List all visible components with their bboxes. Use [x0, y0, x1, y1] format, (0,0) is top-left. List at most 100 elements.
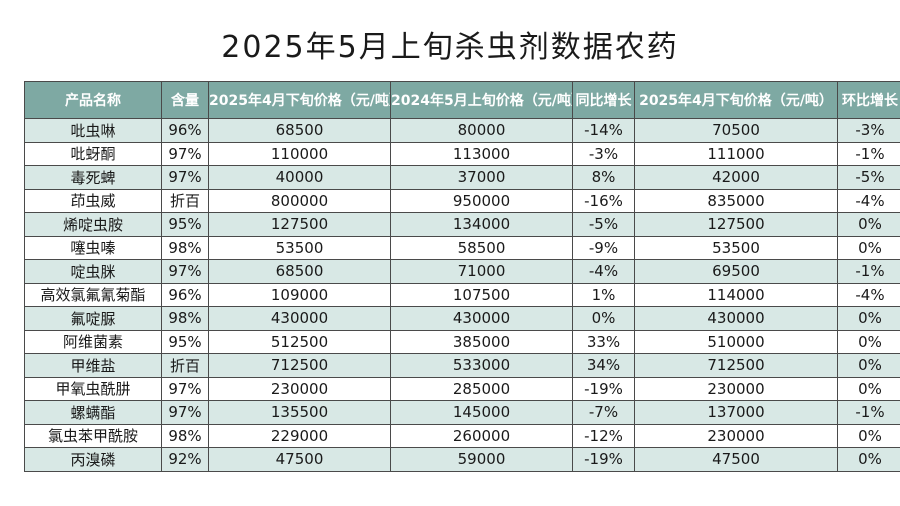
cell-price-2025-apr-late-2: 510000: [634, 329, 838, 354]
cell-yoy-growth: -12%: [572, 423, 635, 448]
cell-content: 97%: [161, 141, 209, 166]
cell-yoy-growth: -4%: [572, 259, 635, 284]
cell-yoy-growth: -7%: [572, 400, 635, 425]
cell-content: 折百: [161, 353, 209, 378]
cell-price-2025-apr-late-2: 53500: [634, 235, 838, 260]
cell-content: 97%: [161, 165, 209, 190]
cell-content: 97%: [161, 376, 209, 401]
header-yoy-growth: 同比增长: [572, 81, 635, 119]
cell-product-name: 螺螨酯: [24, 400, 162, 425]
cell-yoy-growth: -9%: [572, 235, 635, 260]
cell-mom-growth: -5%: [837, 165, 900, 190]
table-row: 甲氧虫酰肼 97% 230000 285000 -19% 230000 0%: [24, 376, 900, 401]
cell-price-2025-apr-late-2: 111000: [634, 141, 838, 166]
cell-mom-growth: -3%: [837, 118, 900, 143]
page-title: 2025年5月上旬杀虫剂数据农药: [221, 30, 679, 65]
cell-mom-growth: 0%: [837, 329, 900, 354]
cell-mom-growth: -4%: [837, 188, 900, 213]
table-row: 氟啶脲 98% 430000 430000 0% 430000 0%: [24, 306, 900, 331]
cell-price-2025-apr-late: 68500: [208, 118, 391, 143]
cell-mom-growth: 0%: [837, 376, 900, 401]
cell-price-2025-apr-late: 109000: [208, 282, 391, 307]
cell-yoy-growth: 33%: [572, 329, 635, 354]
cell-mom-growth: 0%: [837, 423, 900, 448]
cell-product-name: 烯啶虫胺: [24, 212, 162, 237]
table-row: 烯啶虫胺 95% 127500 134000 -5% 127500 0%: [24, 212, 900, 237]
cell-price-2024-may-early: 134000: [390, 212, 573, 237]
cell-yoy-growth: -19%: [572, 376, 635, 401]
cell-content: 92%: [161, 447, 209, 472]
cell-price-2024-may-early: 430000: [390, 306, 573, 331]
table-row: 螺螨酯 97% 135500 145000 -7% 137000 -1%: [24, 400, 900, 425]
header-mom-growth: 环比增长: [837, 81, 900, 119]
table-row: 甲维盐 折百 712500 533000 34% 712500 0%: [24, 353, 900, 378]
cell-price-2024-may-early: 71000: [390, 259, 573, 284]
header-price-2024-may-early: 2024年5月上旬价格（元/吨）: [390, 81, 573, 119]
cell-price-2025-apr-late-2: 835000: [634, 188, 838, 213]
cell-price-2025-apr-late-2: 230000: [634, 376, 838, 401]
cell-price-2025-apr-late: 127500: [208, 212, 391, 237]
cell-mom-growth: 0%: [837, 353, 900, 378]
cell-price-2025-apr-late-2: 42000: [634, 165, 838, 190]
cell-product-name: 甲氧虫酰肼: [24, 376, 162, 401]
cell-price-2025-apr-late: 230000: [208, 376, 391, 401]
cell-product-name: 丙溴磷: [24, 447, 162, 472]
cell-product-name: 毒死蜱: [24, 165, 162, 190]
cell-content: 96%: [161, 282, 209, 307]
cell-mom-growth: 0%: [837, 306, 900, 331]
cell-price-2025-apr-late: 712500: [208, 353, 391, 378]
cell-price-2025-apr-late: 512500: [208, 329, 391, 354]
cell-mom-growth: -4%: [837, 282, 900, 307]
cell-price-2025-apr-late-2: 114000: [634, 282, 838, 307]
cell-price-2025-apr-late: 47500: [208, 447, 391, 472]
cell-content: 95%: [161, 329, 209, 354]
cell-yoy-growth: -19%: [572, 447, 635, 472]
cell-yoy-growth: 0%: [572, 306, 635, 331]
cell-product-name: 啶虫脒: [24, 259, 162, 284]
table-row: 茚虫威 折百 800000 950000 -16% 835000 -4%: [24, 188, 900, 213]
cell-price-2024-may-early: 145000: [390, 400, 573, 425]
cell-price-2025-apr-late: 135500: [208, 400, 391, 425]
header-content: 含量: [161, 81, 209, 119]
table-row: 吡蚜酮 97% 110000 113000 -3% 111000 -1%: [24, 141, 900, 166]
table-row: 丙溴磷 92% 47500 59000 -19% 47500 0%: [24, 447, 900, 472]
cell-price-2025-apr-late-2: 127500: [634, 212, 838, 237]
cell-price-2025-apr-late: 68500: [208, 259, 391, 284]
cell-price-2025-apr-late: 110000: [208, 141, 391, 166]
cell-price-2025-apr-late-2: 712500: [634, 353, 838, 378]
cell-price-2024-may-early: 59000: [390, 447, 573, 472]
cell-yoy-growth: 34%: [572, 353, 635, 378]
cell-price-2025-apr-late-2: 69500: [634, 259, 838, 284]
cell-mom-growth: 0%: [837, 235, 900, 260]
cell-product-name: 茚虫威: [24, 188, 162, 213]
table-row: 噻虫嗪 98% 53500 58500 -9% 53500 0%: [24, 235, 900, 260]
cell-product-name: 高效氯氟氰菊酯: [24, 282, 162, 307]
table-row: 毒死蜱 97% 40000 37000 8% 42000 -5%: [24, 165, 900, 190]
cell-price-2024-may-early: 58500: [390, 235, 573, 260]
cell-price-2024-may-early: 950000: [390, 188, 573, 213]
cell-price-2024-may-early: 37000: [390, 165, 573, 190]
cell-yoy-growth: 1%: [572, 282, 635, 307]
header-price-2025-apr-late: 2025年4月下旬价格（元/吨）: [208, 81, 391, 119]
cell-price-2024-may-early: 285000: [390, 376, 573, 401]
cell-yoy-growth: -3%: [572, 141, 635, 166]
header-product-name: 产品名称: [24, 81, 162, 119]
table-body: 吡虫啉 96% 68500 80000 -14% 70500 -3% 吡蚜酮 97% 110000…: [24, 118, 900, 472]
cell-mom-growth: -1%: [837, 141, 900, 166]
cell-price-2024-may-early: 113000: [390, 141, 573, 166]
cell-product-name: 氟啶脲: [24, 306, 162, 331]
table-row: 氯虫苯甲酰胺 98% 229000 260000 -12% 230000 0%: [24, 423, 900, 448]
cell-price-2025-apr-late-2: 137000: [634, 400, 838, 425]
cell-price-2025-apr-late: 430000: [208, 306, 391, 331]
cell-mom-growth: -1%: [837, 259, 900, 284]
cell-product-name: 噻虫嗪: [24, 235, 162, 260]
cell-price-2025-apr-late: 53500: [208, 235, 391, 260]
cell-product-name: 吡蚜酮: [24, 141, 162, 166]
table-header-row: 产品名称 含量 2025年4月下旬价格（元/吨） 2024年5月上旬价格（元/吨…: [24, 81, 900, 119]
cell-price-2024-may-early: 385000: [390, 329, 573, 354]
cell-price-2024-may-early: 533000: [390, 353, 573, 378]
table-row: 阿维菌素 95% 512500 385000 33% 510000 0%: [24, 329, 900, 354]
cell-mom-growth: 0%: [837, 447, 900, 472]
cell-product-name: 阿维菌素: [24, 329, 162, 354]
cell-content: 97%: [161, 259, 209, 284]
